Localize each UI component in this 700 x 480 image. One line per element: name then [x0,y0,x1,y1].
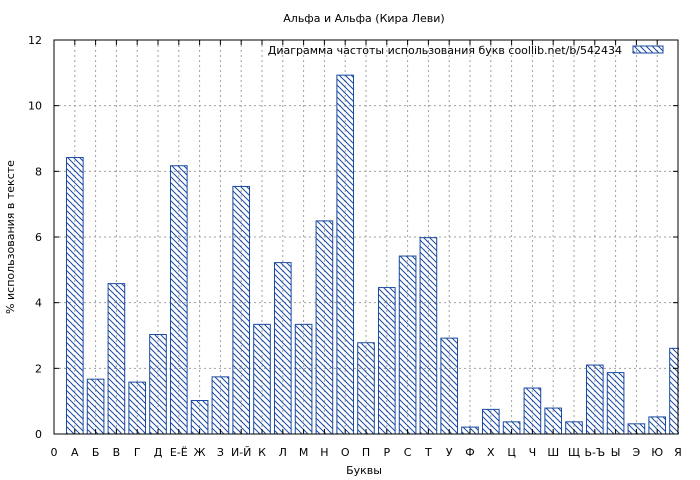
legend: Диаграмма частоты использования букв coo… [268,44,664,57]
bar-Т [419,237,438,434]
bar-У [440,337,459,434]
bar-Н [315,220,334,434]
x-tick-label: З [217,446,224,459]
bars [65,74,679,434]
x-tick-label: Ю [651,446,663,459]
x-tick-label: Д [154,446,163,459]
x-tick-label: Э [633,446,641,459]
x-tick-label: Л [279,446,287,459]
bar-Е-Ё [169,165,188,434]
y-tick-label: 2 [35,362,42,375]
x-tick-label: С [404,446,412,459]
chart-title: Альфа и Альфа (Кира Леви) [283,12,444,25]
bar-Ы [606,372,625,434]
x-tick-label: М [299,446,309,459]
x-tick-label: И-Й [231,446,251,459]
legend-swatch [632,45,664,54]
x-tick-label: Б [92,446,100,459]
y-tick-label: 0 [35,428,42,441]
bar-А [65,157,84,434]
legend-label: Диаграмма частоты использования букв coo… [268,44,622,57]
bar-Ю [648,416,667,434]
x-tick-label: Щ [568,446,580,459]
bar-Р [377,287,396,434]
x-tick-label: Ф [465,446,474,459]
bar-Ч [523,387,542,434]
x-tick-label: 0 [51,446,58,459]
x-tick-label: А [71,446,79,459]
bar-Ж [190,400,209,434]
bar-В [107,283,126,434]
bar-Ь-Ъ [585,364,604,434]
x-tick-label: Н [320,446,328,459]
bar-Ш [544,407,563,434]
bar-О [336,74,355,434]
x-tick-label: Я [674,446,682,459]
x-tick-label: Т [424,446,432,459]
bar-З [211,376,230,434]
x-tick-label: В [113,446,121,459]
bar-С [398,255,417,434]
x-tick-label: О [341,446,350,459]
x-tick-label: Ш [547,446,559,459]
bar-Л [273,262,292,434]
x-axis-label: Буквы [346,464,382,477]
y-tick-label: 4 [35,297,42,310]
bar-М [294,323,313,434]
y-tick-label: 8 [35,165,42,178]
y-axis-label: % использования в тексте [4,160,17,314]
x-tick-label: Е-Ё [170,446,188,459]
bar-Д [149,334,167,434]
bar-К [253,323,271,434]
bar-И-Й [232,185,251,434]
bar-Б [86,378,105,434]
x-tick-label: Х [487,446,495,459]
bar-Г [128,381,147,434]
y-tick-label: 10 [28,100,42,113]
x-tick-label: К [258,446,266,459]
x-tick-label: Ц [507,446,516,459]
bar-П [357,342,375,434]
x-tick-label: Ж [194,446,206,459]
x-tick-label: Г [134,446,141,459]
x-tick-label: Ь-Ъ [584,446,605,459]
x-tick-label: Р [383,446,390,459]
x-tick-label: Ы [611,446,621,459]
x-tick-label: Ч [529,446,537,459]
y-axis-ticks: 0 2 4 6 8 10 12 [28,34,678,441]
y-tick-label: 6 [35,231,42,244]
bar-Х [481,408,500,434]
x-tick-label: П [362,446,370,459]
x-tick-label: У [446,446,453,459]
x-axis-ticks: 0 А Б В Г Д Е-Ё Ж З И-Й К Л М Н О П Р С Т У Ф Х Ц Ч Ш Щ Ь-Ъ Ы Э Ю Я [51,40,682,459]
y-tick-label: 12 [28,34,42,47]
